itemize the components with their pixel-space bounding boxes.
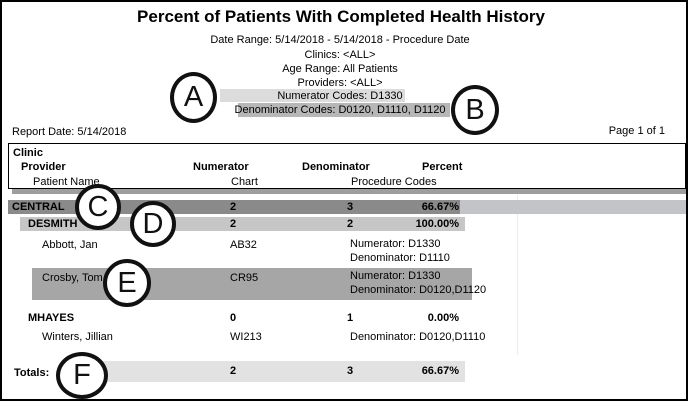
provider-name: DESMITH [28, 218, 78, 230]
header-procedure-codes: Procedure Codes [351, 176, 437, 188]
annotation-circle-e: E [103, 259, 151, 307]
totals-numerator: 2 [230, 365, 237, 377]
table-header-box: Clinic Provider Numerator Denominator Pe… [8, 143, 686, 189]
patient-code: Denominator: D0120,D1110 [350, 331, 486, 343]
header-numerator: Numerator [193, 161, 249, 173]
clinic-name: CENTRAL [12, 201, 65, 213]
header-provider: Provider [21, 161, 66, 173]
annotation-circle-f: F [56, 352, 108, 399]
page-title: Percent of Patients With Completed Healt… [137, 7, 545, 26]
param-providers: Providers: <ALL> [297, 77, 383, 89]
totals-percent: 66.67% [421, 365, 459, 377]
report-date: Report Date: 5/14/2018 [12, 126, 127, 138]
provider-percent: 100.00% [415, 218, 459, 230]
patient-name: Crosby, Tom [42, 272, 103, 284]
param-clinics: Clinics: <ALL> [304, 49, 376, 61]
header-chart: Chart [231, 176, 258, 188]
patient-code: Denominator: D0120,D1120 [350, 284, 487, 296]
page-number: Page 1 of 1 [608, 125, 665, 137]
patient-chart: CR95 [230, 272, 259, 284]
patient-code: Denominator: D1110 [350, 252, 450, 264]
provider-numerator: 2 [230, 218, 237, 230]
param-denominator-codes: Denominator Codes: D0120, D1110, D1120 [234, 104, 446, 116]
totals-label: Totals: [14, 367, 50, 379]
patient-code: Numerator: D1330 [350, 238, 441, 250]
clinic-denominator: 3 [347, 201, 354, 213]
annotation-circle-a: A [170, 72, 217, 123]
patient-name: Winters, Jillian [42, 331, 113, 343]
provider-percent: 0.00% [427, 312, 459, 324]
patient-name: Abbott, Jan [42, 239, 98, 251]
param-age-range: Age Range: All Patients [282, 63, 398, 75]
patient-chart: WI213 [230, 331, 262, 343]
annotation-circle-c: C [75, 184, 121, 230]
clinic-percent: 66.67% [421, 201, 459, 213]
header-denominator: Denominator [302, 161, 370, 173]
header-clinic: Clinic [13, 147, 43, 159]
patient-chart: AB32 [230, 239, 257, 251]
clinic-row-highlight-light [460, 200, 686, 214]
provider-denominator: 2 [347, 218, 354, 230]
annotation-circle-d: D [130, 201, 176, 247]
provider-name: MHAYES [28, 312, 75, 324]
provider-numerator: 0 [230, 312, 237, 324]
clinic-row-highlight-dark [8, 200, 460, 214]
totals-row-highlight [68, 361, 465, 382]
patient-code: Numerator: D1330 [350, 270, 441, 282]
header-percent: Percent [422, 161, 463, 173]
param-date-range: Date Range: 5/14/2018 - 5/14/2018 - Proc… [210, 34, 470, 46]
column-guide-line [517, 195, 518, 355]
provider-denominator: 1 [347, 312, 354, 324]
header-patient-name: Patient Name [33, 176, 100, 188]
numerator-codes-highlight [220, 89, 405, 102]
clinic-numerator: 2 [230, 201, 237, 213]
param-numerator-codes: Numerator Codes: D1330 [277, 90, 403, 102]
annotation-circle-b: B [451, 85, 499, 135]
denominator-codes-highlight [238, 103, 450, 117]
totals-denominator: 3 [347, 365, 354, 377]
